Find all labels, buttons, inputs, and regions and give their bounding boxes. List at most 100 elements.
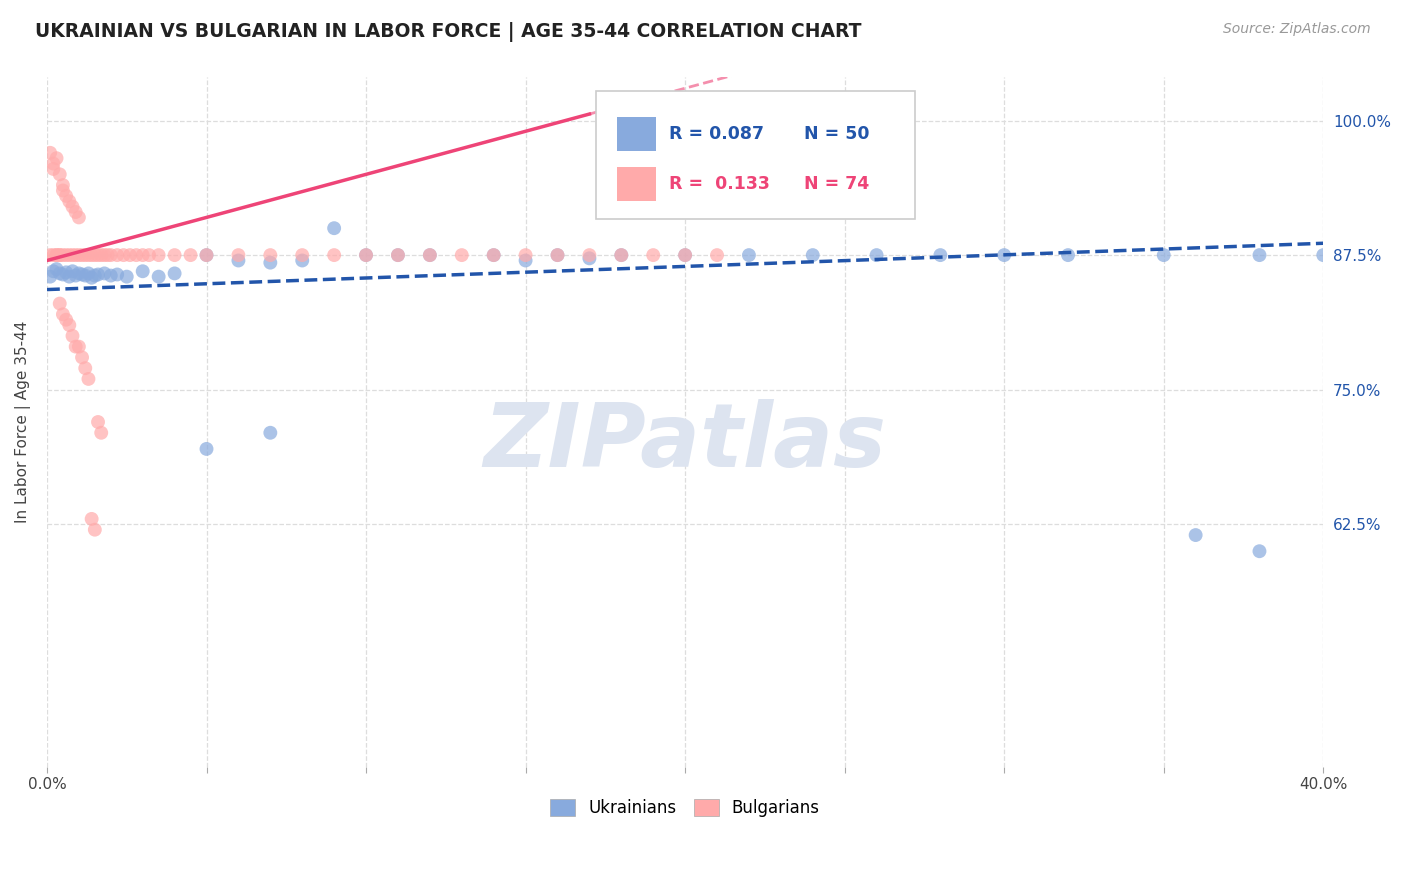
Point <box>259 425 281 440</box>
Point <box>450 248 472 262</box>
Point <box>39 269 62 284</box>
Point <box>45 248 67 262</box>
Point <box>291 253 314 268</box>
Point <box>55 265 77 279</box>
Text: N = 50: N = 50 <box>804 125 869 143</box>
Point <box>578 252 600 266</box>
Text: ZIPatlas: ZIPatlas <box>484 400 887 486</box>
Point <box>100 248 122 262</box>
Point <box>52 178 75 193</box>
Point <box>354 248 377 262</box>
Point <box>58 318 80 332</box>
Point <box>291 248 314 262</box>
Point <box>93 267 115 281</box>
Point <box>1057 248 1080 262</box>
Point <box>100 268 122 283</box>
Point <box>65 268 87 283</box>
Point <box>48 267 70 281</box>
Point <box>52 248 75 262</box>
Point <box>228 248 250 262</box>
Point <box>52 268 75 282</box>
Point <box>259 248 281 262</box>
Point <box>87 248 110 262</box>
Point <box>515 248 537 262</box>
Point <box>387 248 409 262</box>
Point <box>77 248 100 262</box>
Point <box>45 151 67 165</box>
Point <box>67 267 90 281</box>
Point <box>163 248 186 262</box>
Point <box>673 248 696 262</box>
Point <box>138 248 160 262</box>
Point <box>45 262 67 277</box>
Point <box>42 161 65 176</box>
Point <box>80 248 103 262</box>
Point <box>323 221 346 235</box>
Point <box>482 248 505 262</box>
Text: R =  0.133: R = 0.133 <box>668 175 769 194</box>
Point <box>1312 248 1334 262</box>
Point <box>419 248 441 262</box>
Point <box>52 184 75 198</box>
Point <box>482 248 505 262</box>
Point <box>125 248 148 262</box>
Point <box>673 248 696 262</box>
Point <box>65 340 87 354</box>
Point <box>1153 248 1175 262</box>
Point <box>131 264 153 278</box>
Point <box>97 248 120 262</box>
Point <box>75 268 97 283</box>
Point <box>93 248 115 262</box>
Point <box>259 255 281 269</box>
Point <box>610 248 633 262</box>
Point <box>547 248 569 262</box>
Point <box>87 415 110 429</box>
FancyBboxPatch shape <box>596 91 915 219</box>
Point <box>83 248 105 262</box>
Point <box>80 512 103 526</box>
Point <box>515 253 537 268</box>
Point <box>52 307 75 321</box>
Point <box>163 267 186 281</box>
Point <box>67 211 90 225</box>
Point <box>83 523 105 537</box>
Point <box>62 264 84 278</box>
Point <box>75 248 97 262</box>
Point <box>67 340 90 354</box>
Point <box>65 248 87 262</box>
Point <box>801 248 824 262</box>
Point <box>39 145 62 160</box>
Text: Source: ZipAtlas.com: Source: ZipAtlas.com <box>1223 22 1371 37</box>
Text: N = 74: N = 74 <box>804 175 869 194</box>
Point <box>1249 248 1271 262</box>
Point <box>77 372 100 386</box>
Point <box>228 253 250 268</box>
Point <box>42 248 65 262</box>
Point <box>195 248 218 262</box>
Point <box>80 270 103 285</box>
Point <box>42 156 65 170</box>
Point <box>547 248 569 262</box>
Point <box>195 248 218 262</box>
Point <box>131 248 153 262</box>
Point <box>643 248 665 262</box>
Point <box>993 248 1015 262</box>
Point <box>419 248 441 262</box>
Point <box>77 267 100 281</box>
Point <box>62 200 84 214</box>
Point <box>65 205 87 219</box>
Point <box>323 248 346 262</box>
Point <box>48 248 70 262</box>
Point <box>70 248 93 262</box>
Point <box>929 248 952 262</box>
Point <box>58 269 80 284</box>
Point <box>87 268 110 282</box>
Point <box>115 269 138 284</box>
Point <box>70 268 93 282</box>
Bar <box>617 167 655 202</box>
Point <box>578 248 600 262</box>
Y-axis label: In Labor Force | Age 35-44: In Labor Force | Age 35-44 <box>15 321 31 524</box>
Bar <box>617 117 655 151</box>
Point <box>180 248 202 262</box>
Point <box>55 312 77 326</box>
